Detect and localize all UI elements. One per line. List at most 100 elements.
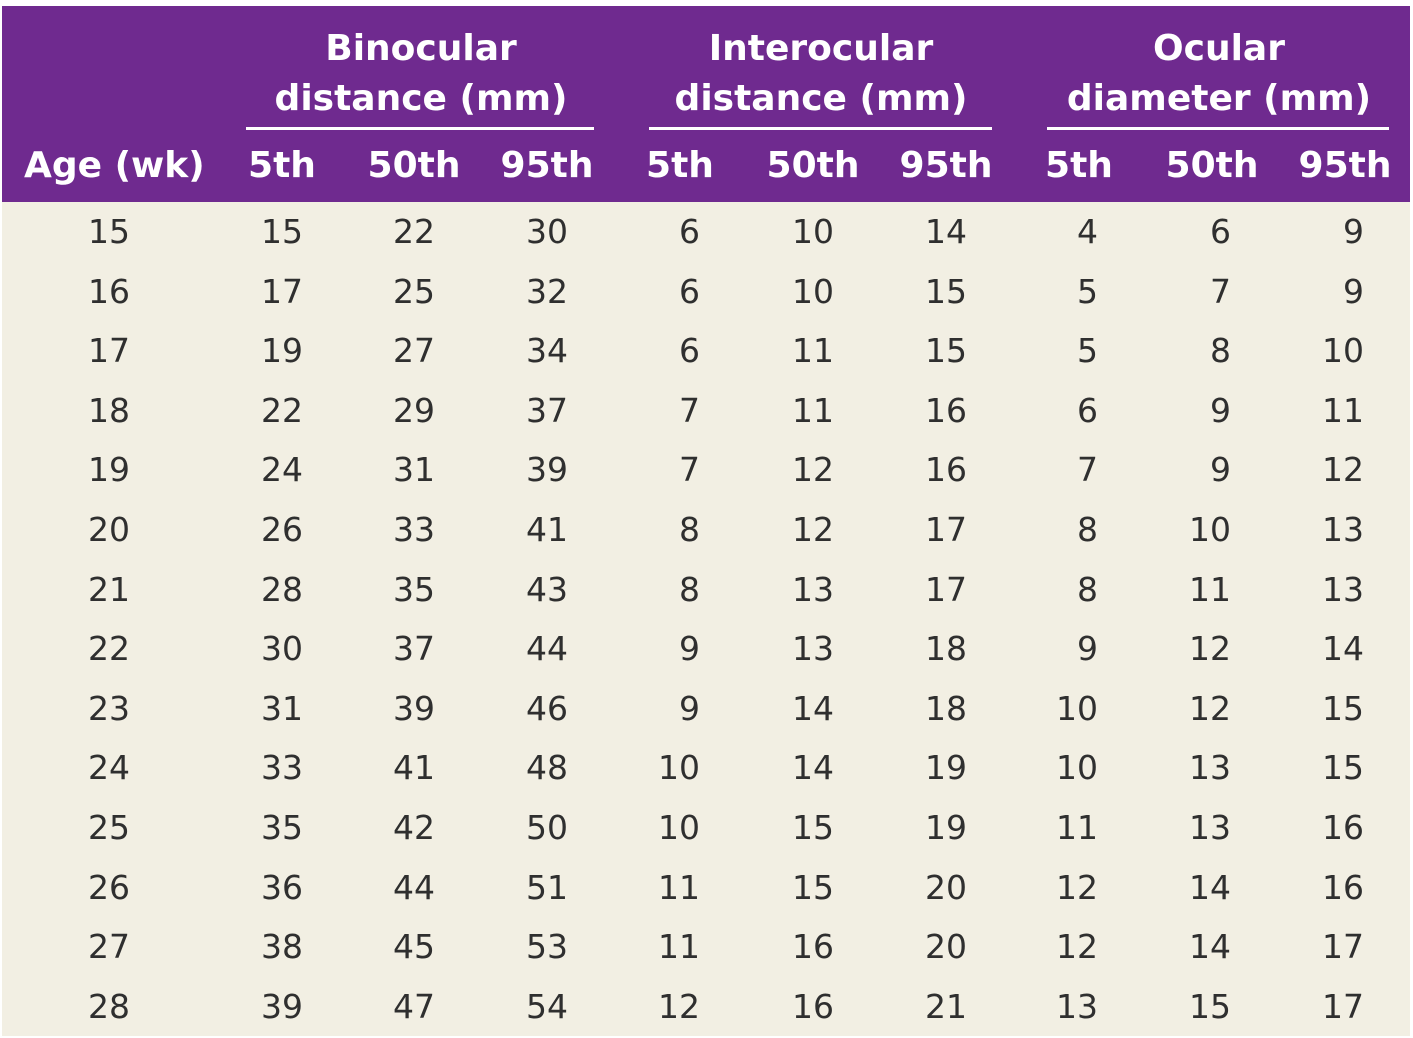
table-row: 23 31 39 46 9 14 18 10 12 15 bbox=[2, 679, 1410, 739]
cell-ocular-95th: 13 bbox=[1322, 509, 1364, 549]
cell-binocular-95th: 34 bbox=[526, 331, 568, 371]
cell-interocular-5th: 8 bbox=[679, 569, 700, 609]
cell-interocular-95th: 18 bbox=[925, 629, 967, 669]
cell-ocular-50th: 10 bbox=[1189, 509, 1231, 549]
cell-ocular-50th: 12 bbox=[1189, 688, 1231, 728]
cell-interocular-5th: 10 bbox=[658, 748, 700, 788]
cell-binocular-95th: 37 bbox=[526, 390, 568, 430]
cell-binocular-50th: 45 bbox=[393, 927, 435, 967]
cell-interocular-50th: 12 bbox=[792, 450, 834, 490]
cell-ocular-50th: 12 bbox=[1189, 629, 1231, 669]
cell-binocular-5th: 17 bbox=[261, 271, 303, 311]
cell-ocular-5th: 8 bbox=[1077, 509, 1098, 549]
table-row: 27 38 45 53 11 16 20 12 14 17 bbox=[2, 917, 1410, 977]
cell-ocular-50th: 7 bbox=[1210, 271, 1231, 311]
cell-binocular-5th: 15 bbox=[261, 212, 303, 251]
cell-age: 16 bbox=[88, 271, 130, 311]
table-row: 17 19 27 34 6 11 15 5 8 10 bbox=[2, 321, 1410, 381]
cell-interocular-50th: 13 bbox=[792, 629, 834, 669]
cell-ocular-5th: 13 bbox=[1056, 986, 1098, 1026]
cell-interocular-95th: 15 bbox=[925, 271, 967, 311]
cell-ocular-95th: 15 bbox=[1322, 688, 1364, 728]
cell-age: 24 bbox=[88, 748, 130, 788]
cell-binocular-95th: 44 bbox=[526, 629, 568, 669]
cell-binocular-5th: 39 bbox=[261, 986, 303, 1026]
cell-ocular-5th: 10 bbox=[1056, 748, 1098, 788]
cell-interocular-95th: 16 bbox=[925, 390, 967, 430]
group-rule-ocular bbox=[1047, 127, 1389, 130]
cell-binocular-95th: 39 bbox=[526, 450, 568, 490]
cell-ocular-5th: 9 bbox=[1077, 629, 1098, 669]
cell-interocular-50th: 12 bbox=[792, 509, 834, 549]
table-row: 22 30 37 44 9 13 18 9 12 14 bbox=[2, 619, 1410, 679]
cell-age: 15 bbox=[88, 212, 130, 251]
cell-binocular-5th: 24 bbox=[261, 450, 303, 490]
cell-ocular-50th: 13 bbox=[1189, 807, 1231, 847]
table-row: 20 26 33 41 8 12 17 8 10 13 bbox=[2, 500, 1410, 560]
cell-ocular-5th: 5 bbox=[1077, 271, 1098, 311]
cell-ocular-95th: 15 bbox=[1322, 748, 1364, 788]
column-header-binocular-95th: 95th bbox=[500, 145, 594, 186]
cell-age: 17 bbox=[88, 331, 130, 371]
cell-ocular-5th: 5 bbox=[1077, 331, 1098, 371]
cell-binocular-5th: 36 bbox=[261, 867, 303, 907]
cell-binocular-50th: 37 bbox=[393, 629, 435, 669]
cell-binocular-95th: 30 bbox=[526, 212, 568, 251]
cell-ocular-50th: 13 bbox=[1189, 748, 1231, 788]
table-row: 24 33 41 48 10 14 19 10 13 15 bbox=[2, 738, 1410, 798]
table-row: 18 22 29 37 7 11 16 6 9 11 bbox=[2, 381, 1410, 441]
cell-ocular-95th: 16 bbox=[1322, 867, 1364, 907]
cell-interocular-95th: 15 bbox=[925, 331, 967, 371]
cell-binocular-50th: 44 bbox=[393, 867, 435, 907]
column-header-binocular-50th: 50th bbox=[367, 145, 461, 186]
cell-ocular-5th: 4 bbox=[1077, 212, 1098, 251]
table-row: 15 15 22 30 6 10 14 4 6 9 bbox=[2, 202, 1410, 262]
cell-interocular-50th: 11 bbox=[792, 390, 834, 430]
cell-interocular-95th: 18 bbox=[925, 688, 967, 728]
group-rule-binocular bbox=[246, 127, 594, 130]
cell-binocular-5th: 31 bbox=[261, 688, 303, 728]
cell-interocular-50th: 15 bbox=[792, 807, 834, 847]
cell-interocular-5th: 6 bbox=[679, 271, 700, 311]
column-header-binocular-5th: 5th bbox=[248, 145, 316, 186]
cell-binocular-5th: 19 bbox=[261, 331, 303, 371]
cell-interocular-5th: 9 bbox=[679, 688, 700, 728]
cell-interocular-50th: 16 bbox=[792, 927, 834, 967]
cell-age: 19 bbox=[88, 450, 130, 490]
cell-interocular-50th: 13 bbox=[792, 569, 834, 609]
table-row: 16 17 25 32 6 10 15 5 7 9 bbox=[2, 262, 1410, 322]
cell-interocular-5th: 11 bbox=[658, 927, 700, 967]
data-table: Binocular distance (mm) Interocular dist… bbox=[2, 6, 1410, 1036]
table-row: 21 28 35 43 8 13 17 8 11 13 bbox=[2, 560, 1410, 620]
cell-binocular-95th: 43 bbox=[526, 569, 568, 609]
cell-age: 28 bbox=[88, 986, 130, 1026]
cell-age: 25 bbox=[88, 807, 130, 847]
cell-age: 22 bbox=[88, 629, 130, 669]
cell-interocular-5th: 8 bbox=[679, 509, 700, 549]
cell-interocular-50th: 14 bbox=[792, 688, 834, 728]
cell-ocular-95th: 9 bbox=[1343, 212, 1364, 251]
cell-binocular-5th: 28 bbox=[261, 569, 303, 609]
cell-ocular-50th: 14 bbox=[1189, 927, 1231, 967]
cell-ocular-95th: 11 bbox=[1322, 390, 1364, 430]
cell-interocular-50th: 10 bbox=[792, 271, 834, 311]
cell-interocular-95th: 20 bbox=[925, 927, 967, 967]
cell-binocular-50th: 29 bbox=[393, 390, 435, 430]
cell-binocular-5th: 33 bbox=[261, 748, 303, 788]
cell-ocular-5th: 8 bbox=[1077, 569, 1098, 609]
cell-binocular-95th: 51 bbox=[526, 867, 568, 907]
cell-ocular-95th: 9 bbox=[1343, 271, 1364, 311]
cell-interocular-50th: 16 bbox=[792, 986, 834, 1026]
cell-ocular-50th: 11 bbox=[1189, 569, 1231, 609]
group-rule-interocular bbox=[649, 127, 992, 130]
cell-ocular-50th: 6 bbox=[1210, 212, 1231, 251]
cell-binocular-50th: 27 bbox=[393, 331, 435, 371]
cell-binocular-5th: 26 bbox=[261, 509, 303, 549]
cell-binocular-50th: 41 bbox=[393, 748, 435, 788]
cell-interocular-50th: 15 bbox=[792, 867, 834, 907]
cell-age: 18 bbox=[88, 390, 130, 430]
cell-interocular-95th: 17 bbox=[925, 569, 967, 609]
cell-interocular-5th: 11 bbox=[658, 867, 700, 907]
column-header-interocular-5th: 5th bbox=[646, 145, 714, 186]
cell-binocular-50th: 31 bbox=[393, 450, 435, 490]
